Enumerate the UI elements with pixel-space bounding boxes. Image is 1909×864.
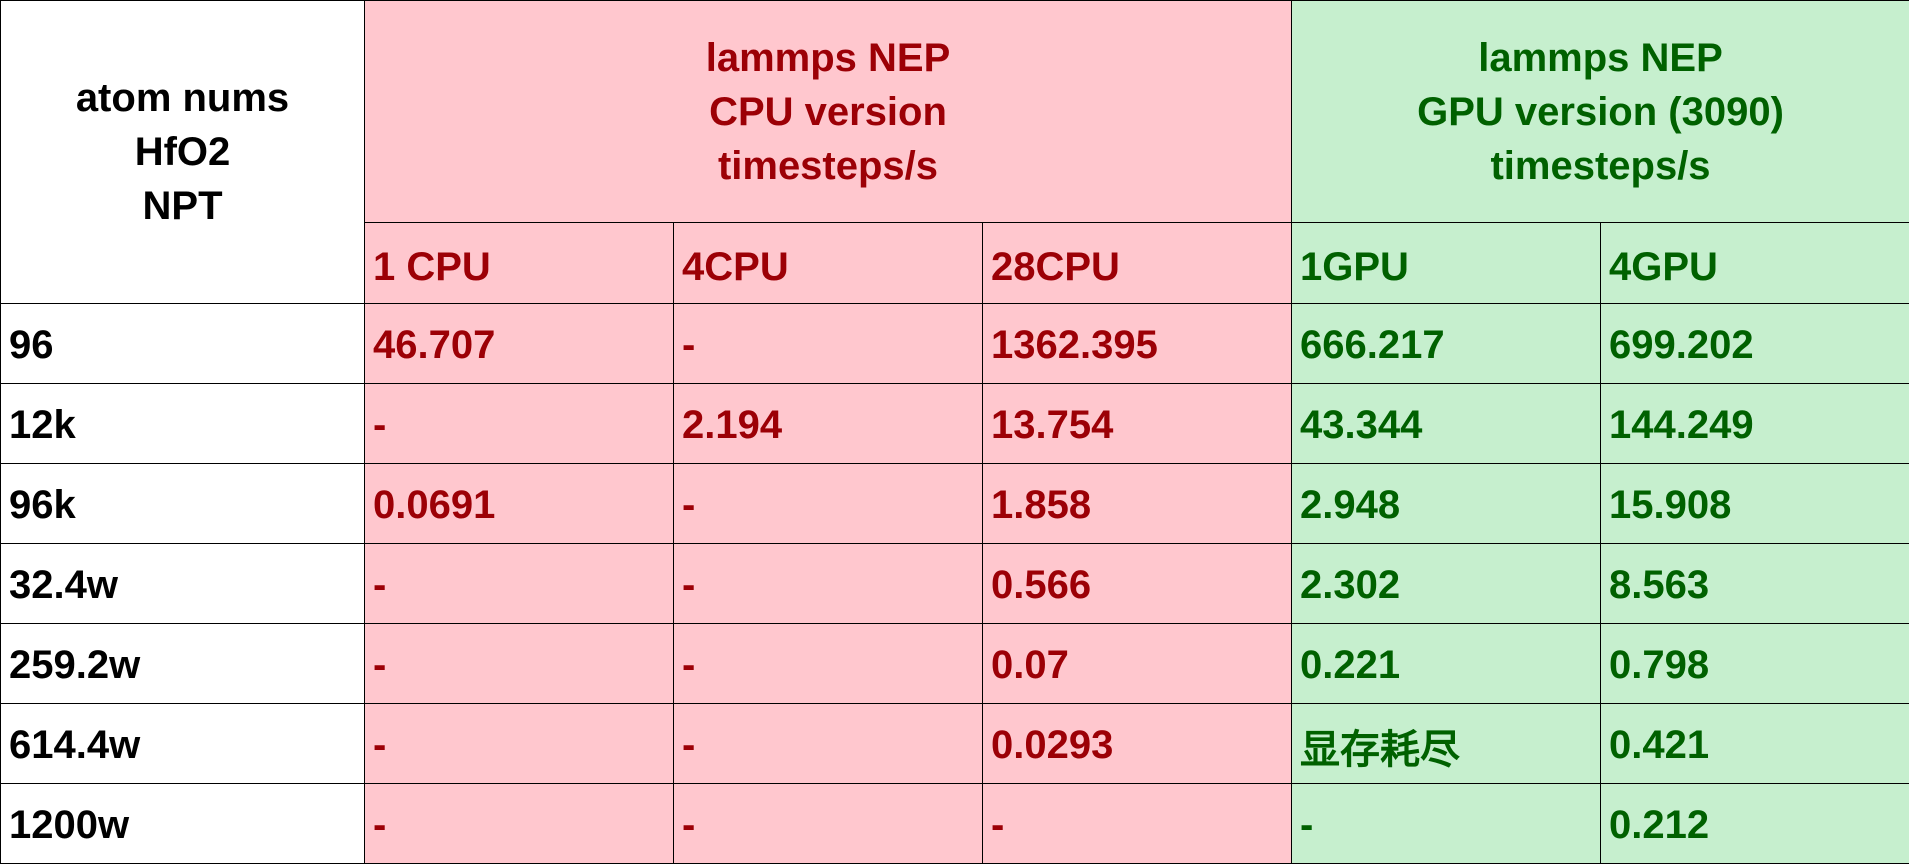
value-cell-1gpu: - xyxy=(1292,784,1601,864)
gpu-group-header-line: timesteps/s xyxy=(1292,139,1909,193)
value-cell-1gpu: 2.302 xyxy=(1292,544,1601,624)
value-cell-28cpu: 1.858 xyxy=(983,464,1292,544)
value-cell-4gpu: 15.908 xyxy=(1601,464,1909,544)
column-header-4gpu: 4GPU xyxy=(1601,223,1909,304)
column-header-1cpu: 1 CPU xyxy=(365,223,674,304)
value-cell-1cpu: 0.0691 xyxy=(365,464,674,544)
gpu-group-header-line: lammps NEP xyxy=(1292,31,1909,85)
value-cell-4gpu: 0.421 xyxy=(1601,704,1909,784)
value-cell-4cpu: - xyxy=(674,464,983,544)
column-header-1gpu: 1GPU xyxy=(1292,223,1601,304)
value-cell-4cpu: - xyxy=(674,624,983,704)
value-cell-4cpu: - xyxy=(674,544,983,624)
table-row: 1200w----0.212 xyxy=(1,784,1909,864)
value-cell-4gpu: 699.202 xyxy=(1601,304,1909,384)
value-cell-4cpu: 2.194 xyxy=(674,384,983,464)
corner-header-cell: atom nums HfO2 NPT xyxy=(1,1,365,304)
row-label-cell: 96k xyxy=(1,464,365,544)
value-cell-1gpu: 2.948 xyxy=(1292,464,1601,544)
cpu-group-header-line: timesteps/s xyxy=(365,139,1291,193)
value-cell-1cpu: - xyxy=(365,784,674,864)
value-cell-1gpu: 0.221 xyxy=(1292,624,1601,704)
value-cell-1gpu: 显存耗尽 xyxy=(1292,704,1601,784)
value-cell-1cpu: - xyxy=(365,624,674,704)
value-cell-4cpu: - xyxy=(674,304,983,384)
value-cell-4gpu: 8.563 xyxy=(1601,544,1909,624)
value-cell-28cpu: 0.07 xyxy=(983,624,1292,704)
row-label-cell: 1200w xyxy=(1,784,365,864)
column-header-28cpu: 28CPU xyxy=(983,223,1292,304)
value-cell-28cpu: 1362.395 xyxy=(983,304,1292,384)
cpu-group-header-line: CPU version xyxy=(365,85,1291,139)
corner-header-line: NPT xyxy=(1,179,364,233)
header-row-top: atom nums HfO2 NPT lammps NEP CPU versio… xyxy=(1,1,1909,223)
row-label-cell: 32.4w xyxy=(1,544,365,624)
row-label-cell: 259.2w xyxy=(1,624,365,704)
value-cell-28cpu: 0.566 xyxy=(983,544,1292,624)
row-label-cell: 614.4w xyxy=(1,704,365,784)
value-cell-4gpu: 144.249 xyxy=(1601,384,1909,464)
value-cell-4gpu: 0.798 xyxy=(1601,624,1909,704)
value-cell-28cpu: - xyxy=(983,784,1292,864)
value-cell-1gpu: 666.217 xyxy=(1292,304,1601,384)
value-cell-4gpu: 0.212 xyxy=(1601,784,1909,864)
cpu-group-header: lammps NEP CPU version timesteps/s xyxy=(365,1,1292,223)
cpu-group-header-line: lammps NEP xyxy=(365,31,1291,85)
value-cell-1cpu: - xyxy=(365,704,674,784)
value-cell-1gpu: 43.344 xyxy=(1292,384,1601,464)
value-cell-1cpu: 46.707 xyxy=(365,304,674,384)
row-label-cell: 12k xyxy=(1,384,365,464)
value-cell-28cpu: 13.754 xyxy=(983,384,1292,464)
row-label-cell: 96 xyxy=(1,304,365,384)
column-header-4cpu: 4CPU xyxy=(674,223,983,304)
corner-header-line: atom nums xyxy=(1,71,364,125)
value-cell-28cpu: 0.0293 xyxy=(983,704,1292,784)
value-cell-4cpu: - xyxy=(674,784,983,864)
value-cell-1cpu: - xyxy=(365,384,674,464)
value-cell-1cpu: - xyxy=(365,544,674,624)
gpu-group-header: lammps NEP GPU version (3090) timesteps/… xyxy=(1292,1,1909,223)
gpu-group-header-line: GPU version (3090) xyxy=(1292,85,1909,139)
value-cell-4cpu: - xyxy=(674,704,983,784)
corner-header-line: HfO2 xyxy=(1,125,364,179)
